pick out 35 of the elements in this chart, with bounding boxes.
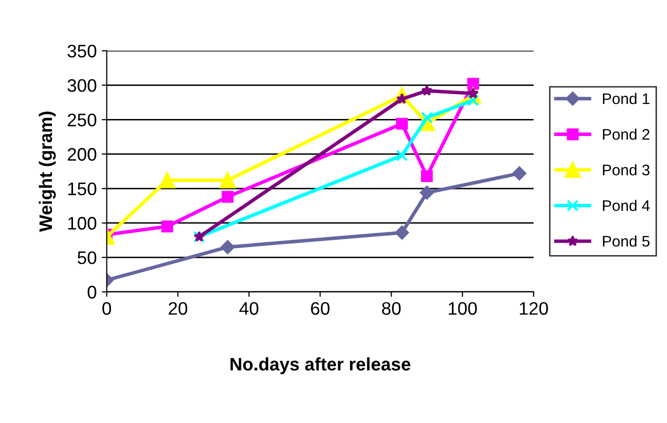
point (395, 226, 409, 240)
x-axis-title: No.days after release (230, 357, 410, 374)
legend-label: Pond 1 (602, 92, 650, 104)
x-tick-label: 0 (102, 302, 112, 315)
x-tick-label: 60 (311, 302, 330, 315)
y-tick-label: 150 (68, 182, 96, 196)
point (396, 150, 408, 162)
y-tick-label: 350 (68, 44, 96, 58)
x-tick-label: 20 (168, 302, 188, 315)
legend-label: Pond 2 (602, 128, 650, 140)
y-tick-label: 200 (68, 148, 96, 161)
y-tick-label: 0 (88, 286, 96, 299)
point (159, 172, 176, 188)
legend-label: Pond 3 (602, 164, 650, 176)
legend-label: Pond 5 (602, 235, 650, 247)
y-tick-label: 300 (68, 79, 96, 92)
point (222, 190, 234, 203)
point (220, 240, 235, 254)
point (396, 118, 408, 130)
point (220, 172, 236, 188)
legend-label: Pond 4 (602, 200, 650, 212)
point (420, 170, 433, 182)
point (467, 78, 480, 90)
x-tick-label: 40 (239, 302, 258, 315)
x-tick-label: 120 (520, 302, 548, 315)
point (512, 166, 526, 180)
point (421, 84, 433, 96)
x-tick-label: 100 (448, 302, 477, 315)
x-tick-label: 80 (382, 302, 401, 315)
y-tick-label: 100 (68, 216, 96, 230)
y-axis-title: Weight (gram) (38, 112, 56, 232)
point (420, 186, 434, 200)
y-tick-label: 250 (68, 114, 96, 126)
y-tick-label: 50 (78, 251, 96, 264)
point (161, 220, 174, 232)
